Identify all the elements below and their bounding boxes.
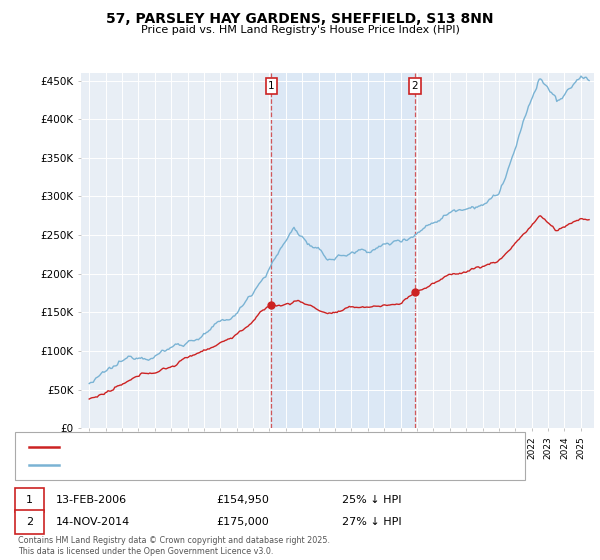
Bar	[271, 73, 415, 428]
Text: £154,950: £154,950	[216, 495, 269, 505]
Text: HPI: Average price, detached house, Sheffield: HPI: Average price, detached house, Shef…	[65, 460, 289, 470]
Text: 57, PARSLEY HAY GARDENS, SHEFFIELD, S13 8NN: 57, PARSLEY HAY GARDENS, SHEFFIELD, S13 …	[106, 12, 494, 26]
Text: Price paid vs. HM Land Registry's House Price Index (HPI): Price paid vs. HM Land Registry's House …	[140, 25, 460, 35]
Text: 2: 2	[26, 517, 33, 527]
Text: 57, PARSLEY HAY GARDENS, SHEFFIELD, S13 8NN (detached house): 57, PARSLEY HAY GARDENS, SHEFFIELD, S13 …	[65, 442, 397, 452]
Text: 1: 1	[268, 81, 275, 91]
Text: 1: 1	[26, 495, 33, 505]
Text: 14-NOV-2014: 14-NOV-2014	[56, 517, 130, 527]
Text: £175,000: £175,000	[216, 517, 269, 527]
Text: 2: 2	[412, 81, 418, 91]
Text: 13-FEB-2006: 13-FEB-2006	[56, 495, 127, 505]
Text: 25% ↓ HPI: 25% ↓ HPI	[342, 495, 401, 505]
Text: Contains HM Land Registry data © Crown copyright and database right 2025.
This d: Contains HM Land Registry data © Crown c…	[18, 536, 330, 556]
Text: 27% ↓ HPI: 27% ↓ HPI	[342, 517, 401, 527]
